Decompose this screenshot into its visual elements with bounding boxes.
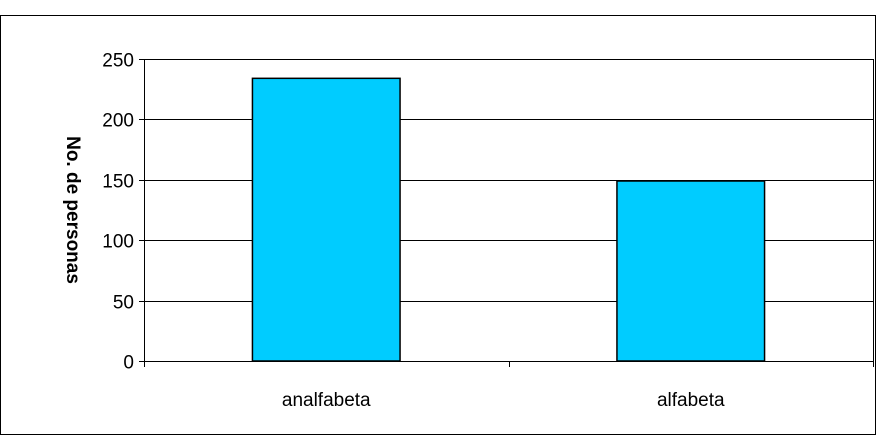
x-tick-label: analfabeta [282, 390, 371, 411]
x-tick-labels: analfabeta alfabeta [282, 390, 725, 411]
bar-analfabeta [251, 77, 401, 362]
bars [251, 77, 766, 362]
bar-alfabeta [616, 180, 766, 362]
y-tick-label: 200 [102, 111, 134, 132]
axes [139, 59, 874, 367]
y-tick-labels: 0 50 100 150 200 250 [102, 51, 134, 374]
y-tick-label: 100 [102, 232, 134, 253]
y-tick-label: 250 [102, 51, 134, 72]
x-tick-label: alfabeta [657, 390, 725, 411]
y-tick-label: 50 [113, 293, 134, 314]
y-axis-title: No. de personas [62, 136, 83, 284]
y-tick-label: 0 [123, 353, 134, 374]
y-tick-label: 150 [102, 172, 134, 193]
